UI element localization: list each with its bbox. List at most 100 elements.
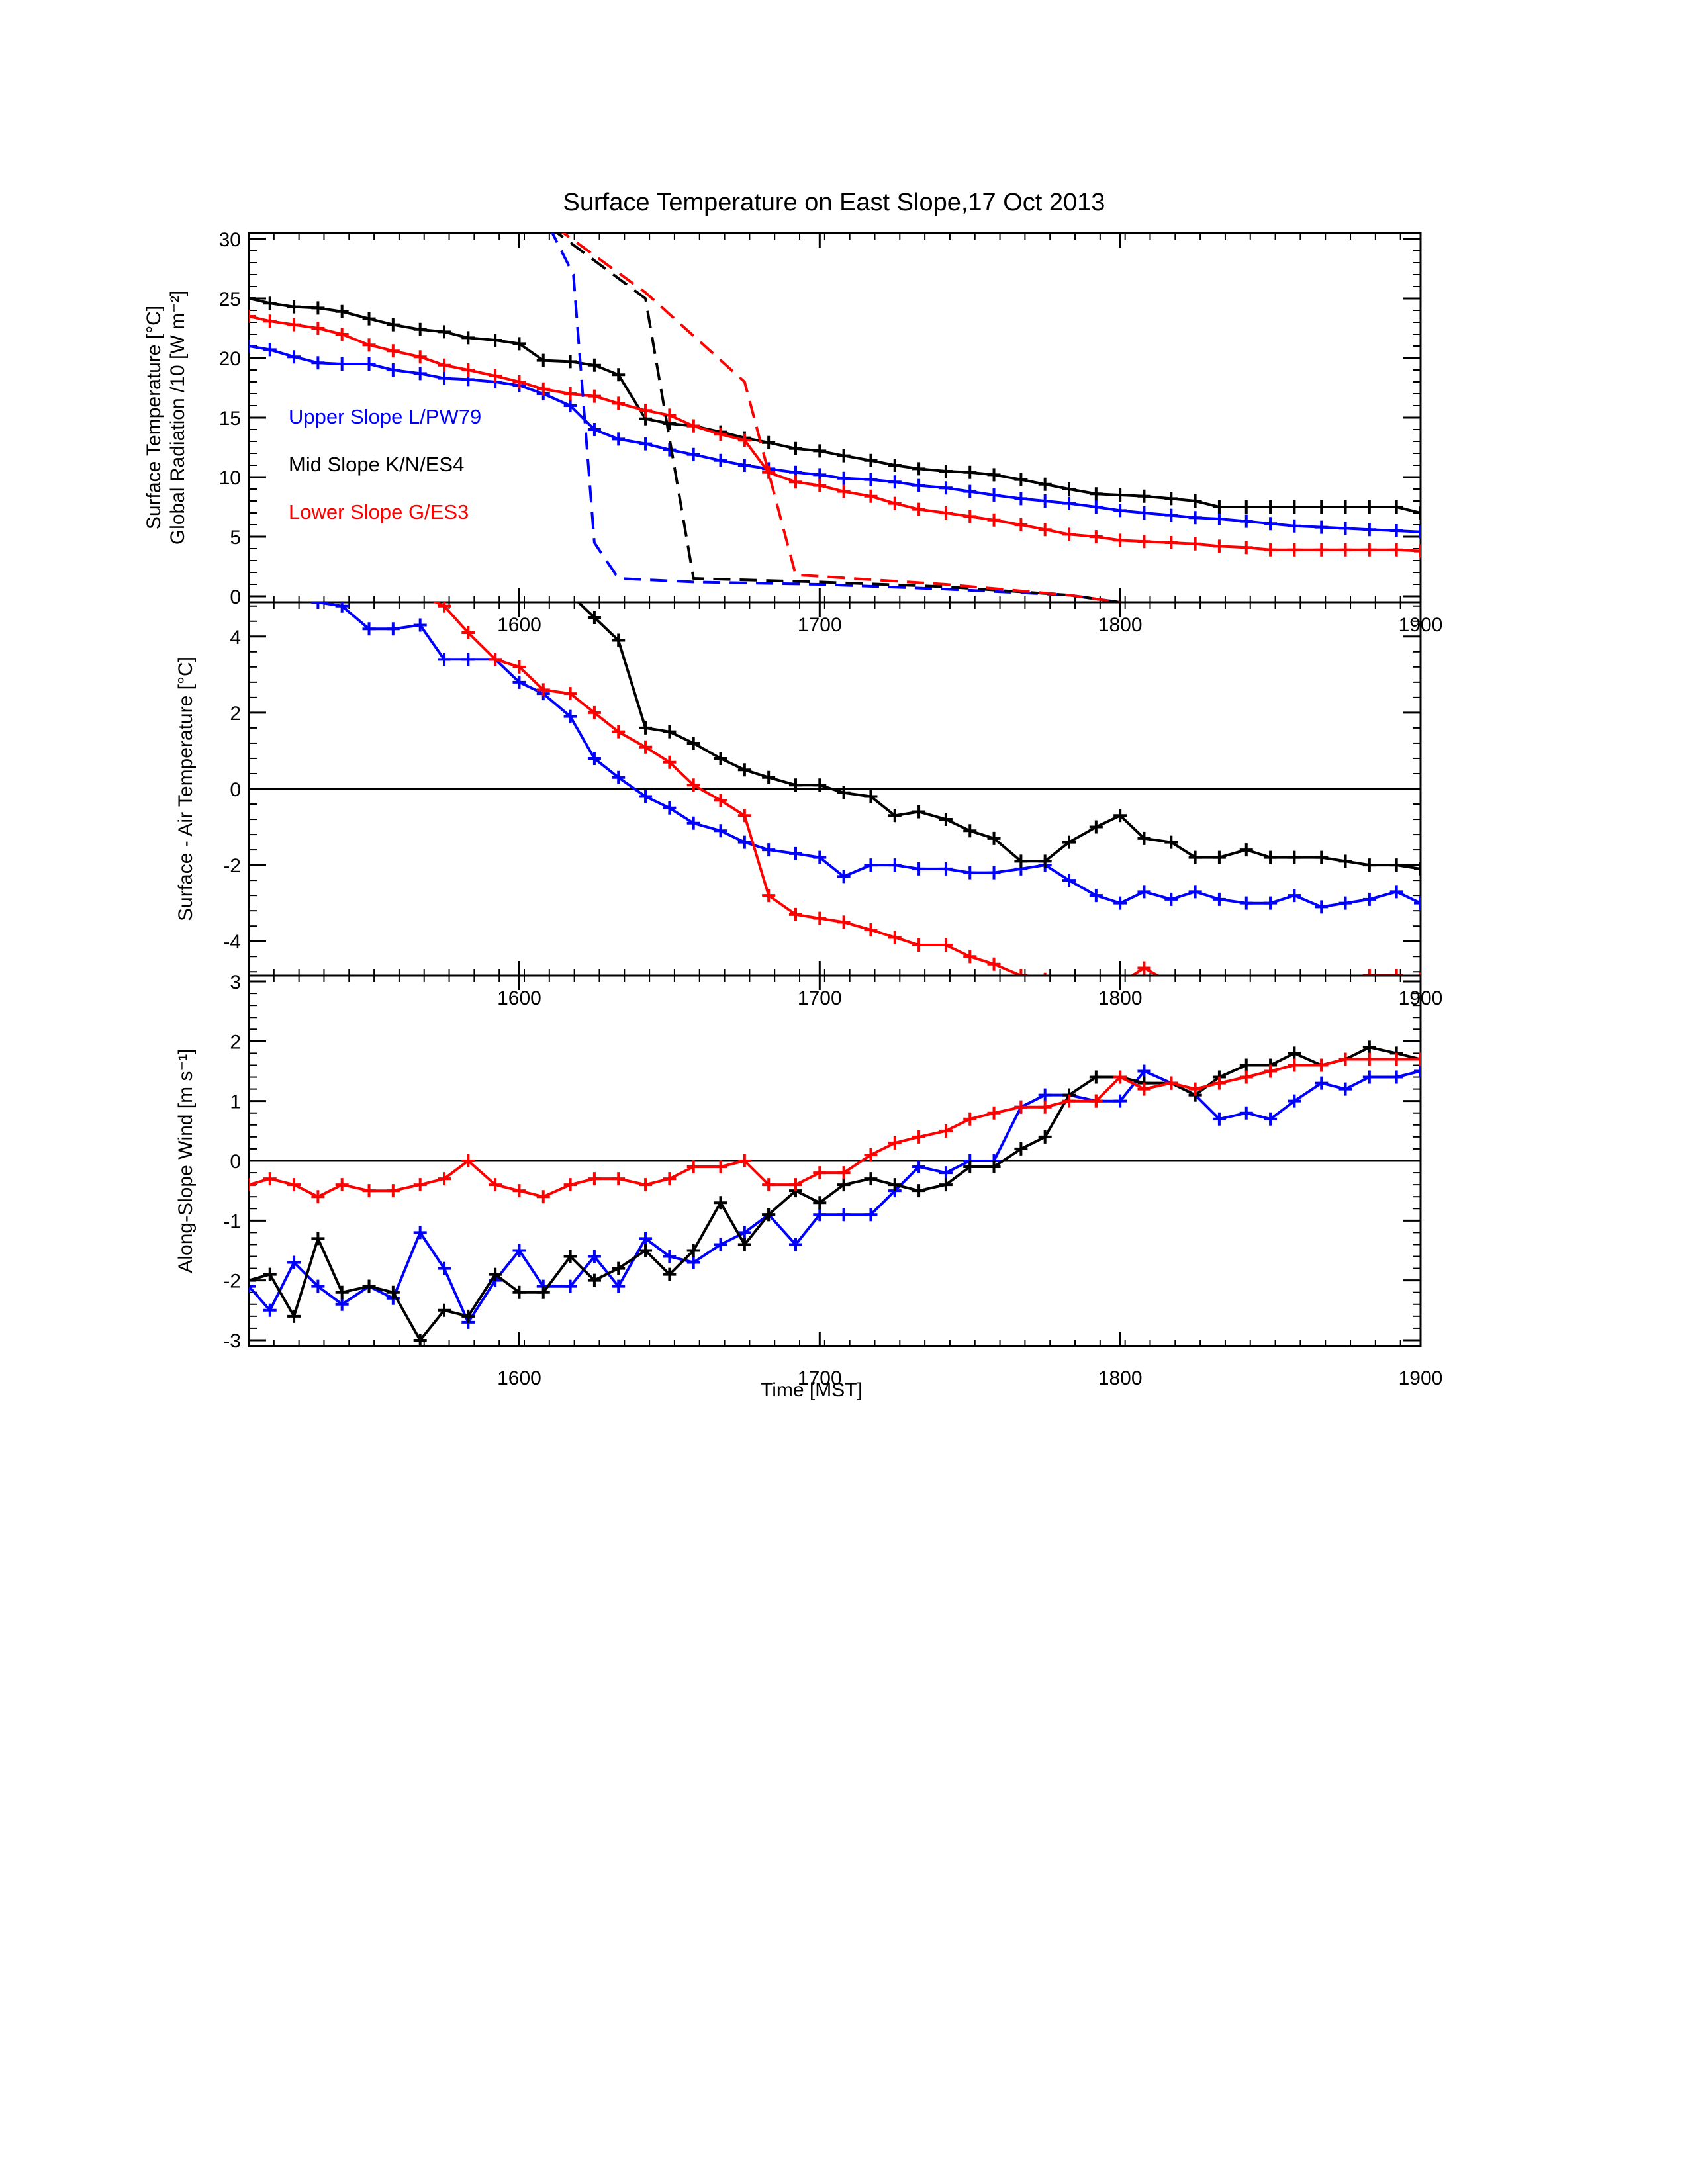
data-point-lower-slope-g-es3 bbox=[737, 433, 751, 447]
data-point-lower-slope-g-es3 bbox=[461, 363, 475, 377]
data-point-lower-slope-g-es3 bbox=[639, 1178, 653, 1192]
y-tick-label: -1 bbox=[223, 1210, 241, 1232]
data-point-mid-slope-k-n-es4 bbox=[987, 1160, 1001, 1174]
data-point-mid-slope-k-n-es4 bbox=[438, 1303, 451, 1317]
data-point-lower-slope-g-es3 bbox=[1137, 961, 1151, 975]
data-point-mid-slope-k-n-es4 bbox=[663, 1267, 677, 1281]
y-axis-ticks: -3 -2 -1 0 1 2 3 bbox=[223, 972, 1421, 1352]
y-tick-label: 0 bbox=[230, 779, 241, 801]
data-point-mid-slope-k-n-es4 bbox=[335, 304, 349, 318]
data-point-lower-slope-g-es3 bbox=[311, 1190, 325, 1204]
data-point-upper-slope-l-pw79 bbox=[1414, 896, 1421, 910]
data-point-lower-slope-g-es3 bbox=[837, 915, 851, 929]
data-point-upper-slope-l-pw79 bbox=[912, 862, 926, 876]
data-point-upper-slope-l-pw79 bbox=[686, 816, 700, 830]
data-point-lower-slope-g-es3 bbox=[612, 725, 626, 739]
data-point-mid-slope-k-n-es4 bbox=[512, 1285, 526, 1299]
data-point-mid-slope-k-n-es4 bbox=[1288, 850, 1301, 864]
data-point-lower-slope-g-es3 bbox=[888, 1136, 902, 1150]
data-point-mid-slope-k-n-es4 bbox=[987, 468, 1001, 482]
data-point-lower-slope-g-es3 bbox=[663, 755, 677, 769]
plot-area bbox=[249, 1040, 1421, 1346]
data-point-mid-slope-k-n-es4 bbox=[1038, 477, 1052, 491]
x-axis-ticks bbox=[248, 976, 1422, 1346]
data-point-upper-slope-l-pw79 bbox=[587, 423, 601, 436]
data-point-upper-slope-l-pw79 bbox=[714, 1238, 727, 1251]
data-point-mid-slope-k-n-es4 bbox=[263, 1267, 277, 1281]
legend-entry: Upper Slope L/PW79 bbox=[289, 405, 481, 428]
data-point-lower-slope-g-es3 bbox=[287, 1178, 301, 1192]
data-point-mid-slope-k-n-es4 bbox=[1089, 820, 1103, 834]
data-point-lower-slope-g-es3 bbox=[837, 484, 851, 498]
data-point-lower-slope-g-es3 bbox=[287, 318, 301, 332]
data-point-upper-slope-l-pw79 bbox=[813, 850, 827, 864]
data-point-mid-slope-k-n-es4 bbox=[1014, 473, 1028, 486]
data-point-lower-slope-g-es3 bbox=[912, 1130, 926, 1144]
data-point-mid-slope-k-n-es4 bbox=[1113, 488, 1127, 502]
data-point-lower-slope-g-es3 bbox=[386, 344, 400, 358]
data-point-lower-slope-g-es3 bbox=[1362, 1052, 1376, 1066]
data-point-mid-slope-k-n-es4 bbox=[536, 1285, 550, 1299]
data-point-mid-slope-k-n-es4 bbox=[536, 353, 550, 367]
data-point-upper-slope-l-pw79 bbox=[1414, 1064, 1421, 1078]
data-point-lower-slope-g-es3 bbox=[536, 382, 550, 396]
data-point-upper-slope-l-pw79 bbox=[1239, 1106, 1253, 1120]
data-point-mid-slope-k-n-es4 bbox=[362, 1279, 376, 1293]
data-point-mid-slope-k-n-es4 bbox=[1014, 854, 1028, 868]
data-point-mid-slope-k-n-es4 bbox=[1315, 850, 1329, 864]
data-point-mid-slope-k-n-es4 bbox=[837, 1178, 851, 1192]
data-point-upper-slope-l-pw79 bbox=[249, 340, 256, 353]
data-point-upper-slope-l-pw79 bbox=[639, 1232, 653, 1246]
data-point-upper-slope-l-pw79 bbox=[864, 473, 878, 486]
data-point-upper-slope-l-pw79 bbox=[789, 1238, 802, 1251]
data-point-lower-slope-g-es3 bbox=[512, 375, 526, 388]
data-point-mid-slope-k-n-es4 bbox=[1362, 500, 1376, 514]
data-point-mid-slope-k-n-es4 bbox=[762, 435, 776, 449]
data-point-lower-slope-g-es3 bbox=[789, 475, 802, 489]
data-point-upper-slope-l-pw79 bbox=[1089, 500, 1103, 514]
data-point-upper-slope-l-pw79 bbox=[939, 1166, 953, 1180]
data-point-lower-slope-g-es3 bbox=[1362, 543, 1376, 557]
data-point-lower-slope-g-es3 bbox=[888, 496, 902, 510]
legend-entry: Lower Slope G/ES3 bbox=[289, 500, 469, 523]
data-point-lower-slope-g-es3 bbox=[1038, 1100, 1052, 1114]
data-point-lower-slope-g-es3 bbox=[686, 419, 700, 433]
data-point-lower-slope-g-es3 bbox=[1389, 543, 1403, 557]
data-point-lower-slope-g-es3 bbox=[813, 478, 827, 492]
data-point-mid-slope-k-n-es4 bbox=[1264, 500, 1278, 514]
data-point-lower-slope-g-es3 bbox=[1164, 1076, 1178, 1090]
data-point-upper-slope-l-pw79 bbox=[963, 866, 977, 880]
series-line-mid-slope-k-n-es4 bbox=[249, 1046, 1421, 1342]
data-point-mid-slope-k-n-es4 bbox=[1164, 835, 1178, 849]
data-point-mid-slope-k-n-es4 bbox=[864, 1172, 878, 1186]
data-point-upper-slope-l-pw79 bbox=[263, 1303, 277, 1317]
data-point-upper-slope-l-pw79 bbox=[837, 1208, 851, 1222]
data-point-upper-slope-l-pw79 bbox=[813, 1208, 827, 1222]
data-point-mid-slope-k-n-es4 bbox=[963, 824, 977, 838]
data-point-lower-slope-g-es3 bbox=[686, 778, 700, 792]
data-point-mid-slope-k-n-es4 bbox=[1062, 482, 1076, 496]
data-point-upper-slope-l-pw79 bbox=[663, 801, 677, 815]
data-point-upper-slope-l-pw79 bbox=[1362, 523, 1376, 537]
panel-along-slope-wind: 1600 1700 1800 1900 -3 -2 -1 0 1 2 3 Along-Slope Wi… bbox=[175, 972, 1442, 1389]
data-point-lower-slope-g-es3 bbox=[714, 794, 727, 807]
data-point-mid-slope-k-n-es4 bbox=[939, 465, 953, 478]
data-point-lower-slope-g-es3 bbox=[563, 1178, 577, 1192]
data-point-mid-slope-k-n-es4 bbox=[612, 633, 626, 647]
legend: Upper Slope L/PW79 Mid Slope K/N/ES4 Lower… bbox=[289, 405, 481, 523]
data-point-lower-slope-g-es3 bbox=[1137, 535, 1151, 549]
data-point-mid-slope-k-n-es4 bbox=[587, 358, 601, 372]
data-point-mid-slope-k-n-es4 bbox=[413, 1333, 427, 1346]
data-point-upper-slope-l-pw79 bbox=[1038, 1088, 1052, 1102]
y-axis-label: Along-Slope Wind [m s⁻¹] bbox=[175, 1048, 197, 1273]
x-tick-label: 1800 bbox=[1098, 614, 1143, 636]
data-point-upper-slope-l-pw79 bbox=[1113, 504, 1127, 518]
data-point-mid-slope-k-n-es4 bbox=[813, 1196, 827, 1210]
data-point-lower-slope-g-es3 bbox=[888, 931, 902, 944]
data-point-mid-slope-k-n-es4 bbox=[1089, 1070, 1103, 1084]
data-point-upper-slope-l-pw79 bbox=[311, 602, 325, 609]
data-point-upper-slope-l-pw79 bbox=[1062, 496, 1076, 510]
data-point-upper-slope-l-pw79 bbox=[762, 843, 776, 857]
data-point-upper-slope-l-pw79 bbox=[1362, 1070, 1376, 1084]
data-point-lower-slope-g-es3 bbox=[1014, 1100, 1028, 1114]
